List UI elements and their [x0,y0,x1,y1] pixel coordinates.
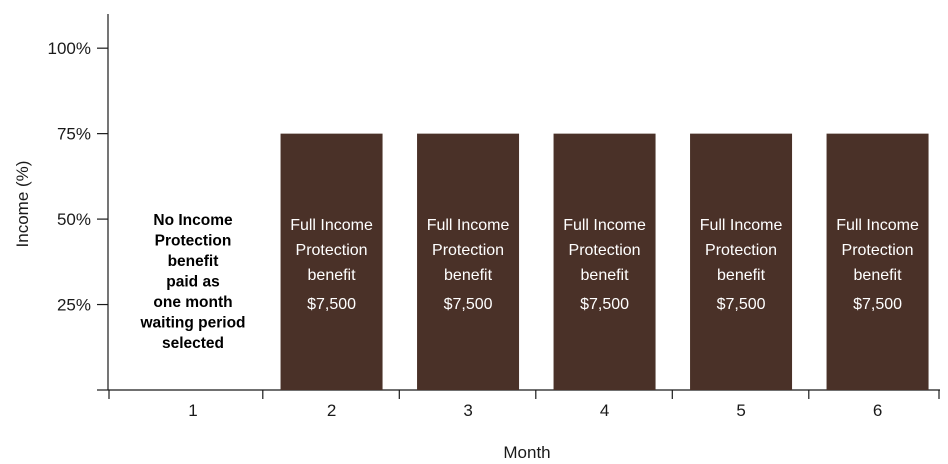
bar-month-5 [690,133,793,391]
bar-label: $7,500 [307,296,356,313]
bar-label: benefit [581,267,630,284]
bar-label: Full Income [427,217,510,234]
bar-label: Protection [432,242,504,259]
bar-label: benefit [854,267,903,284]
bar-label: $7,500 [444,296,493,313]
bar-label: $7,500 [717,296,766,313]
annotation-text: No Income [153,212,233,229]
bar-label: Protection [705,242,777,259]
bar-label: benefit [308,267,357,284]
x-tick-label: 6 [873,401,882,420]
bar-label: benefit [717,267,766,284]
y-tick-label: 25% [57,296,91,315]
x-tick-label: 1 [188,401,197,420]
annotation-text: Protection [155,233,232,250]
bar-month-3 [417,133,520,391]
y-axis: 25% 50% 75% 100% [48,14,109,391]
y-tick-label: 100% [48,39,91,58]
bar-label: $7,500 [853,296,902,313]
bar-month-4 [553,133,656,391]
x-tick-label: 3 [463,401,472,420]
bar-label: benefit [444,267,493,284]
x-tick-label: 2 [327,401,336,420]
y-tick-label: 75% [57,125,91,144]
bar-labels: Full Income Protection benefit $7,500 Full I… [139,212,919,352]
y-axis-title: Income (%) [13,161,32,248]
bar-label: Full Income [700,217,783,234]
bar-label: $7,500 [580,296,629,313]
annotation-text: waiting period [139,315,245,332]
y-tick-label: 50% [57,210,91,229]
bar-label: Protection [569,242,641,259]
annotation-text: selected [162,335,224,352]
x-tick-label: 4 [600,401,609,420]
annotation-text: paid as [166,274,219,291]
x-axis: 1 2 3 4 5 6 [108,389,940,420]
bar-label: Full Income [836,217,919,234]
annotation-text: benefit [168,253,219,270]
bar-month-6 [826,133,929,391]
bar-label: Protection [296,242,368,259]
bars [280,133,929,391]
x-tick-label: 5 [736,401,745,420]
annotation-text: one month [153,294,232,311]
bar-label: Full Income [563,217,646,234]
bar-label: Full Income [290,217,373,234]
bar-month-2 [280,133,383,391]
bar-label: Protection [842,242,914,259]
x-axis-title: Month [503,443,550,462]
